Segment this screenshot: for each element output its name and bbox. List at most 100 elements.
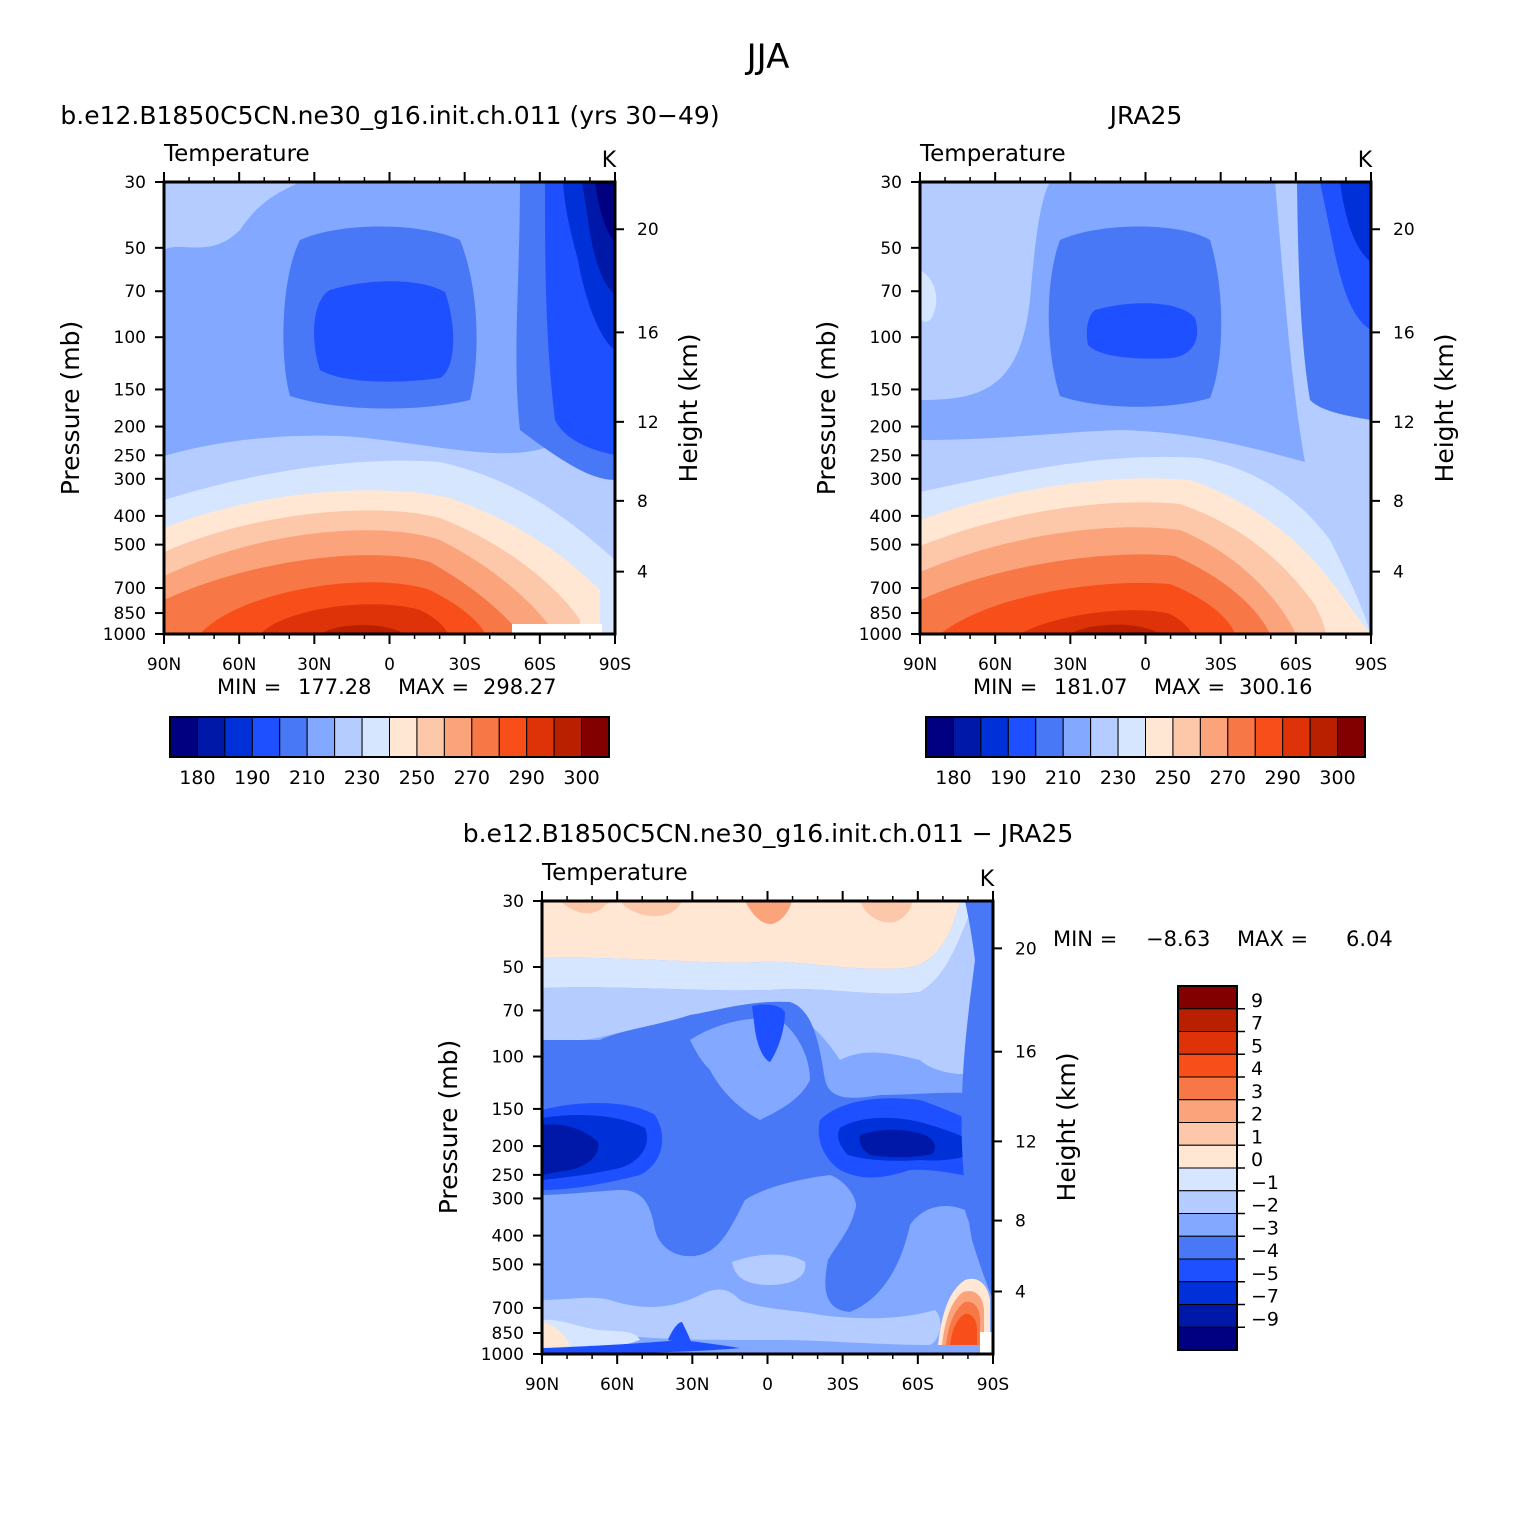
contour-fill [1086, 303, 1198, 359]
stats-max-value: 300.16 [1239, 675, 1312, 699]
contour-fill [542, 901, 960, 969]
y-axis-label: Pressure (mb) [812, 321, 841, 495]
colorbar-box [389, 716, 418, 758]
colorbar-tick-label: −9 [1251, 1308, 1279, 1330]
colorbar-frame [169, 716, 610, 758]
colorbar-box [1282, 716, 1311, 758]
colorbar-box [471, 716, 500, 758]
colorbar-tick-label: 4 [1251, 1058, 1263, 1080]
y-tick-label: 70 [124, 282, 146, 302]
x-tick-label: 60N [978, 655, 1012, 675]
colorbar-tick-label: 230 [344, 767, 380, 789]
x-tick-label: 30N [297, 655, 331, 675]
stats-min-label: MIN = [1053, 927, 1117, 951]
y2-axis-label: Height (km) [674, 334, 703, 483]
colorbar-box [1199, 716, 1229, 758]
contour-fill [690, 1018, 810, 1120]
y2-tick-label: 20 [1393, 220, 1415, 240]
stats-max-label: MAX = [398, 675, 469, 699]
stats-max-value: 6.04 [1346, 927, 1393, 951]
x-tick-label: 90S [599, 655, 631, 675]
missing-data-mask [512, 624, 602, 634]
colorbar-box [1177, 1122, 1238, 1146]
colorbar-tick-label: 190 [234, 767, 270, 789]
stats-min-label: MIN = [217, 675, 281, 699]
colorbar-box [224, 716, 253, 758]
colorbar-tick-label: −7 [1251, 1286, 1279, 1308]
colorbar-tick-label: 250 [1155, 767, 1191, 789]
y2-tick-label: 16 [1393, 323, 1415, 343]
colorbar-box [1177, 1031, 1238, 1055]
colorbar-tick-label: 290 [509, 767, 545, 789]
y-tick-label: 700 [492, 1299, 524, 1319]
contour-fill [542, 901, 975, 994]
colorbar-tick-label: 270 [1210, 767, 1246, 789]
colorbar-box [980, 716, 1009, 758]
stats-min-value: 177.28 [298, 675, 371, 699]
stats-max-value: 298.27 [483, 675, 556, 699]
colorbar-model: 180 190 210 230 250 270 290 300 [169, 716, 610, 789]
colorbar-tick-label: 210 [289, 767, 325, 789]
contour-fill [260, 604, 448, 634]
colorbar-box [361, 716, 390, 758]
y-tick-label: 250 [114, 446, 146, 466]
y-tick-label: 850 [114, 604, 146, 624]
colorbar-tick-label: 2 [1251, 1104, 1263, 1126]
units-label: K [602, 148, 617, 173]
contour-fill [320, 625, 405, 634]
y-tick-label: 70 [502, 1001, 524, 1021]
colorbar-box [1177, 1304, 1238, 1328]
panel-diff-title: b.e12.B1850C5CN.ne30_g16.init.ch.011 − J… [463, 819, 1074, 848]
contour-fill [1070, 624, 1160, 634]
y-tick-label: 300 [492, 1189, 524, 1209]
panel-diff: Temperature K Pressure (mb) Height (km) … [434, 860, 1393, 1395]
contour-fill [542, 1001, 993, 1312]
stats-max-label: MAX = [1154, 675, 1225, 699]
y-tick-label: 300 [114, 470, 146, 490]
x-tick-label: 30S [826, 1375, 858, 1395]
colorbar-box [1090, 716, 1119, 758]
y-tick-label: 100 [114, 328, 146, 348]
y2-tick-label: 4 [1015, 1282, 1026, 1302]
x-tick-label: 30N [1053, 655, 1087, 675]
colorbar-box [1177, 1008, 1238, 1032]
panel-subtitle: Temperature [163, 141, 310, 167]
colorbar-tick-label: −1 [1251, 1172, 1279, 1194]
y-tick-label: 400 [114, 507, 146, 527]
y2-tick-label: 20 [1015, 939, 1037, 959]
contour-field-diff [542, 901, 993, 1354]
colorbar-box [1177, 1053, 1238, 1078]
y-tick-label: 150 [492, 1100, 524, 1120]
colorbar-tick-label: 180 [179, 767, 215, 789]
colorbar-tick-label: 180 [935, 767, 971, 789]
contour-fill [542, 1124, 599, 1175]
panel-subtitle: Temperature [541, 860, 688, 886]
y-tick-label: 400 [870, 507, 902, 527]
x-tick-label: 0 [762, 1375, 773, 1395]
colorbar-box [1177, 1213, 1238, 1237]
y-tick-label: 50 [502, 958, 524, 978]
axes-diff: 305070100150200250300400500700850100090N… [481, 891, 1037, 1395]
panel-model: Temperature K Pressure (mb) Height (km) … [56, 141, 703, 789]
colorbar-box [1177, 1235, 1238, 1260]
y-tick-label: 30 [502, 892, 524, 912]
colorbar-box [1177, 1099, 1238, 1123]
stats-min-value: 181.07 [1054, 675, 1127, 699]
x-tick-label: 60S [902, 1375, 934, 1395]
y2-tick-label: 8 [1015, 1212, 1026, 1232]
x-tick-label: 90N [147, 655, 181, 675]
missing-data-mask [980, 1332, 993, 1354]
y-tick-label: 70 [880, 282, 902, 302]
colorbar-tick-label: 7 [1251, 1013, 1263, 1035]
x-tick-label: 0 [1140, 655, 1151, 675]
x-tick-label: 90N [525, 1375, 559, 1395]
contour-fill [950, 1313, 977, 1345]
y-tick-label: 30 [880, 173, 902, 193]
colorbar-box [1177, 1190, 1238, 1214]
colorbar-tick-label: 3 [1251, 1081, 1263, 1103]
y2-tick-label: 16 [637, 323, 659, 343]
y-tick-label: 850 [870, 604, 902, 624]
colorbar-tick-label: 250 [399, 767, 435, 789]
stats-min-value: −8.63 [1146, 927, 1210, 951]
